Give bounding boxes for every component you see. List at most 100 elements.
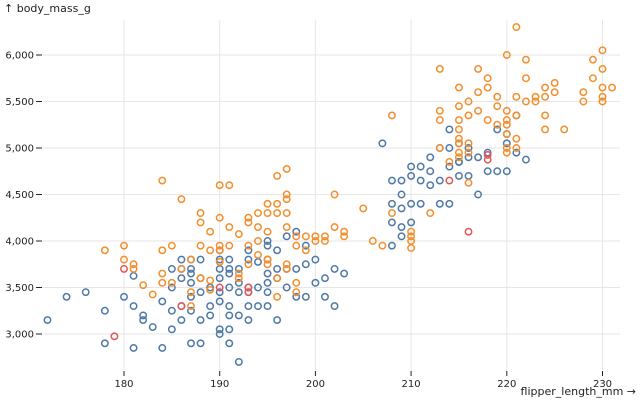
data-point [129, 264, 138, 273]
data-point [148, 323, 157, 331]
y-tick-label: 3,000 [5, 330, 34, 341]
data-point [158, 278, 167, 287]
data-point [512, 111, 521, 120]
data-point [263, 255, 272, 264]
data-point [177, 255, 186, 264]
data-point [206, 227, 215, 236]
data-point [330, 302, 339, 311]
data-point [292, 278, 301, 287]
data-point [273, 171, 282, 180]
data-point [301, 241, 310, 250]
data-point [464, 227, 473, 236]
data-point [588, 55, 597, 64]
data-point [225, 311, 234, 320]
data-point [263, 288, 272, 297]
data-point [273, 246, 282, 255]
data-point [550, 78, 559, 87]
data-point [282, 223, 291, 232]
data-point [263, 302, 272, 311]
data-point [521, 97, 530, 106]
data-point [301, 292, 310, 301]
data-point [512, 134, 521, 143]
data-point [359, 204, 368, 213]
data-point [282, 195, 291, 204]
data-point [464, 111, 473, 120]
data-point [493, 102, 502, 111]
data-point [215, 274, 224, 283]
data-point [254, 257, 262, 266]
data-point [521, 74, 530, 83]
data-point [263, 227, 272, 236]
data-point [292, 227, 301, 236]
data-point [158, 344, 167, 352]
data-point [464, 144, 473, 152]
data-point [196, 255, 205, 264]
data-point [215, 283, 224, 292]
data-point [187, 278, 195, 287]
data-point [502, 120, 511, 129]
data-point [388, 199, 396, 208]
data-point [368, 237, 377, 245]
data-point [541, 92, 550, 101]
data-point [263, 199, 272, 208]
data-point [215, 325, 224, 334]
data-point [579, 97, 588, 106]
data-point [244, 218, 253, 227]
data-point [550, 88, 559, 97]
data-point [541, 111, 550, 120]
data-point [139, 281, 148, 290]
data-point [263, 278, 272, 287]
data-point [62, 292, 71, 301]
data-point [158, 176, 167, 185]
data-point [407, 171, 416, 180]
data-point [120, 264, 128, 273]
data-point [167, 325, 176, 334]
data-point [177, 316, 186, 324]
data-point [139, 316, 148, 324]
data-point [120, 292, 128, 301]
grid-lines [43, 20, 620, 370]
data-point [43, 316, 52, 324]
data-point [282, 264, 291, 273]
data-point [206, 246, 215, 255]
data-point [158, 269, 167, 278]
x-tick-label: 230 [593, 379, 612, 390]
data-point [282, 209, 291, 218]
data-point [215, 213, 224, 222]
x-tick-label: 180 [114, 379, 133, 390]
data-point [225, 269, 234, 278]
data-point [100, 306, 109, 315]
data-point [282, 260, 291, 269]
data-point [292, 292, 301, 301]
data-point [502, 144, 511, 152]
data-point [187, 269, 195, 278]
data-point [321, 292, 329, 301]
data-point [292, 232, 301, 241]
data-point [263, 237, 272, 245]
data-point [196, 241, 205, 250]
data-point [129, 260, 138, 269]
data-point [215, 246, 224, 255]
data-point [225, 255, 234, 264]
data-point [512, 148, 521, 157]
data-point [455, 134, 463, 143]
data-point [225, 339, 234, 348]
data-point [167, 264, 176, 273]
x-tick-label: 190 [210, 379, 229, 390]
data-point [330, 190, 339, 199]
data-point [263, 209, 272, 218]
data-point [273, 264, 282, 273]
data-point [435, 199, 444, 208]
x-tick-label: 200 [306, 379, 325, 390]
data-point [263, 269, 272, 278]
y-tick-label: 6,000 [5, 51, 34, 62]
data-point [493, 167, 502, 176]
data-point [483, 167, 492, 176]
data-point [273, 316, 282, 324]
data-point [330, 223, 339, 232]
data-point [512, 23, 521, 32]
data-points [43, 23, 617, 366]
data-point [301, 246, 310, 255]
data-point [196, 288, 205, 297]
data-point [340, 269, 349, 278]
